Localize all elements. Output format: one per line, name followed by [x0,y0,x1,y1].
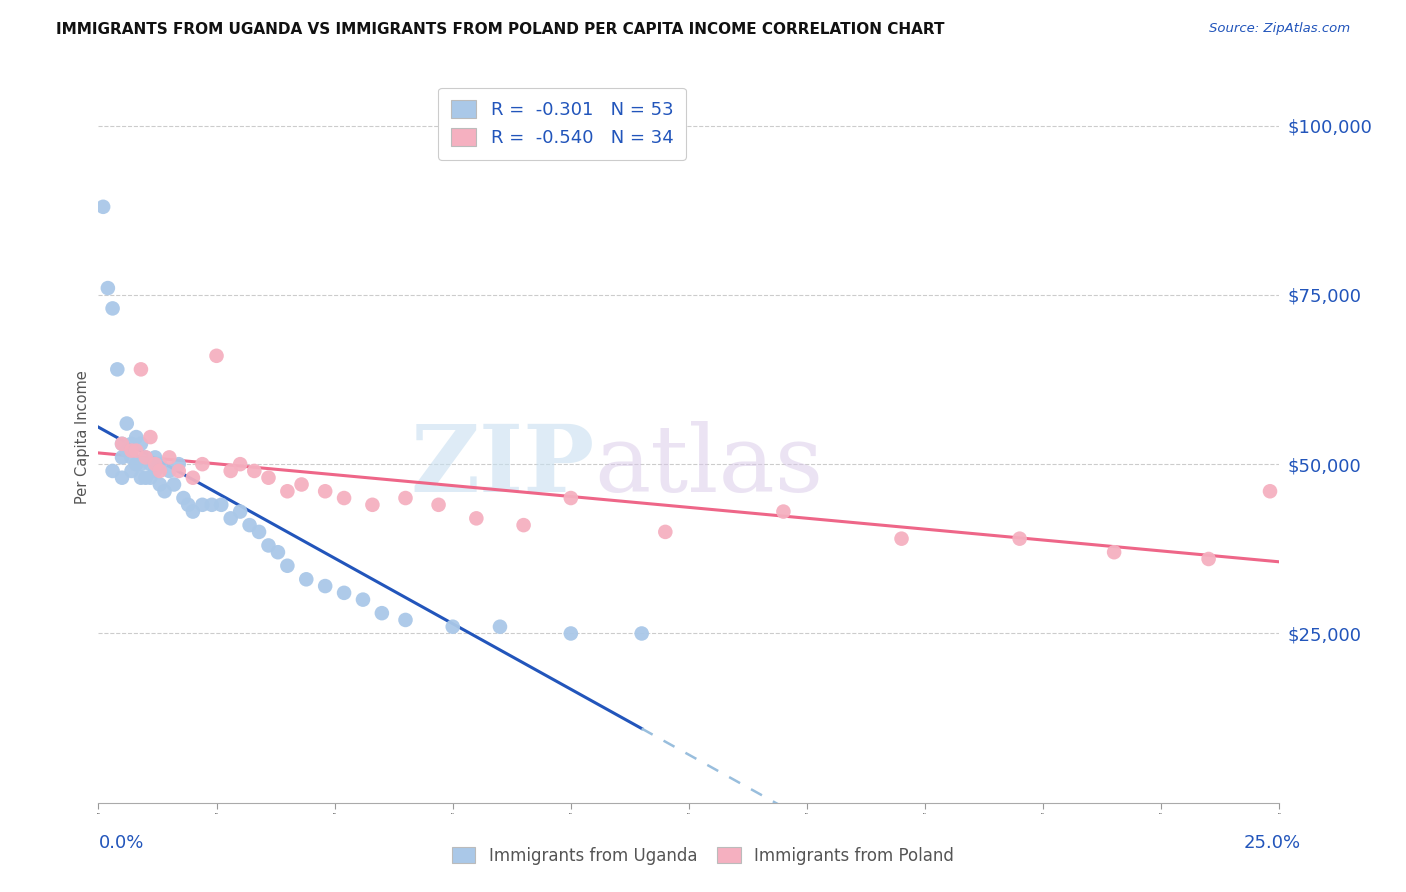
Text: IMMIGRANTS FROM UGANDA VS IMMIGRANTS FROM POLAND PER CAPITA INCOME CORRELATION C: IMMIGRANTS FROM UGANDA VS IMMIGRANTS FRO… [56,22,945,37]
Point [314,579,336,593]
Point [191,498,214,512]
Point [129,437,152,451]
Point [111,437,134,451]
Point [276,484,298,499]
Point [257,471,280,485]
Point [121,437,143,451]
Text: ZIP: ZIP [411,421,595,511]
Point [167,464,190,478]
Point [149,477,172,491]
Point [177,498,200,512]
Point [181,505,204,519]
Point [143,450,166,465]
Point [115,443,138,458]
Point [121,464,143,478]
Point [121,443,143,458]
Text: Source: ZipAtlas.com: Source: ZipAtlas.com [1209,22,1350,36]
Point [111,450,134,465]
Point [125,443,148,458]
Point [97,281,120,295]
Point [111,437,134,451]
Point [219,464,242,478]
Point [149,464,172,478]
Point [135,471,157,485]
Point [105,362,128,376]
Text: 0.0%: 0.0% [98,834,143,852]
Point [129,457,152,471]
Point [157,464,180,478]
Point [135,450,157,465]
Point [1258,484,1281,499]
Point [295,572,318,586]
Point [157,450,180,465]
Point [394,491,416,505]
Point [247,524,270,539]
Point [654,524,676,539]
Y-axis label: Per Capita Income: Per Capita Income [75,370,90,504]
Point [1008,532,1031,546]
Point [772,505,794,519]
Point [149,457,172,471]
Point [489,620,512,634]
Text: 25.0%: 25.0% [1243,834,1301,852]
Point [243,464,266,478]
Point [1102,545,1125,559]
Point [121,450,143,465]
Point [129,471,152,485]
Point [560,491,582,505]
Point [427,498,450,512]
Point [205,349,228,363]
Point [125,430,148,444]
Point [139,471,162,485]
Point [229,505,252,519]
Point [143,457,166,471]
Point [172,491,194,505]
Point [276,558,298,573]
Point [1198,552,1220,566]
Point [352,592,374,607]
Point [630,626,652,640]
Point [209,498,232,512]
Point [143,464,166,478]
Point [201,498,224,512]
Point [229,457,252,471]
Point [314,484,336,499]
Point [290,477,312,491]
Point [560,626,582,640]
Point [91,200,114,214]
Point [239,518,262,533]
Point [153,484,176,499]
Point [512,518,534,533]
Point [394,613,416,627]
Point [333,491,356,505]
Legend: R =  -0.301   N = 53, R =  -0.540   N = 34: R = -0.301 N = 53, R = -0.540 N = 34 [439,87,686,160]
Point [441,620,464,634]
Point [361,498,384,512]
Point [219,511,242,525]
Point [135,450,157,465]
Point [181,471,204,485]
Point [167,457,190,471]
Legend: Immigrants from Uganda, Immigrants from Poland: Immigrants from Uganda, Immigrants from … [444,838,962,873]
Point [139,430,162,444]
Text: atlas: atlas [595,421,824,511]
Point [163,477,186,491]
Point [101,301,124,316]
Point [115,417,138,431]
Point [371,606,394,620]
Point [890,532,912,546]
Point [125,457,148,471]
Point [111,471,134,485]
Point [139,457,162,471]
Point [257,538,280,552]
Point [191,457,214,471]
Point [129,362,152,376]
Point [465,511,488,525]
Point [101,464,124,478]
Point [333,586,356,600]
Point [267,545,290,559]
